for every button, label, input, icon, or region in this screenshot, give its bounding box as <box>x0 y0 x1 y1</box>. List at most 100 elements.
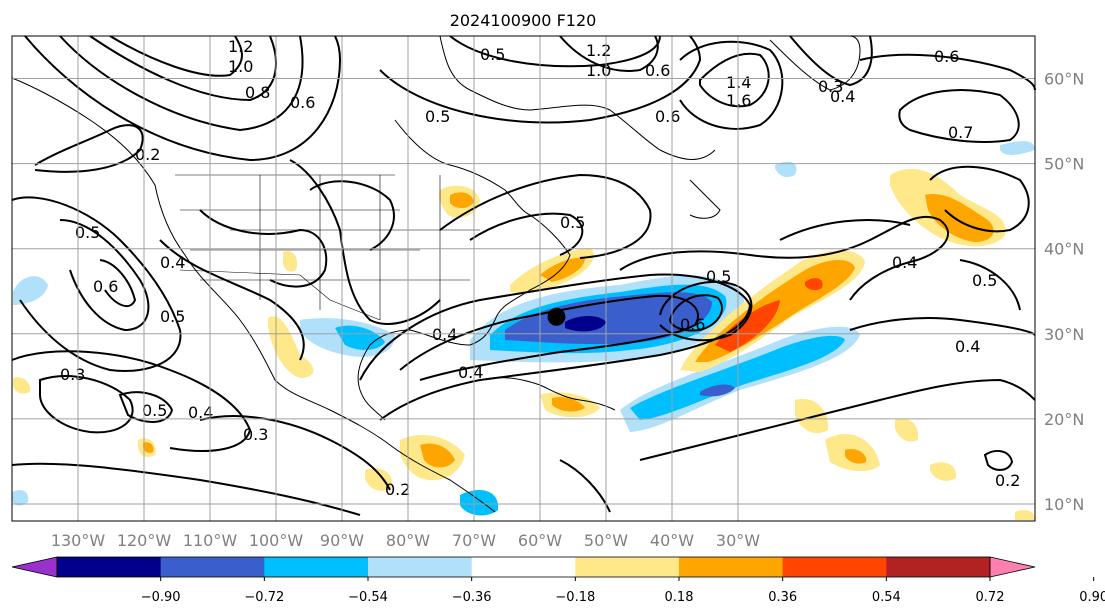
contour-label: 0.4 <box>458 363 483 382</box>
positive-anomaly-caribbean-core <box>552 397 585 412</box>
latitude-tick-label: 20°N <box>1044 410 1084 429</box>
contour-label: 0.3 <box>818 77 843 96</box>
contour-line <box>639 378 1036 461</box>
contour-line <box>469 212 584 256</box>
contour-label: 0.5 <box>480 45 505 64</box>
negative-anomaly-small <box>775 161 797 178</box>
contour-line <box>59 35 304 132</box>
colorbar-segment <box>57 557 162 577</box>
contour-label: 0.5 <box>560 213 585 232</box>
contour-line <box>118 391 174 423</box>
longitude-tick-label: 120°W <box>117 531 172 550</box>
contour-label: 0.5 <box>75 223 100 242</box>
contour-label: 0.3 <box>60 365 85 384</box>
colorbar-tick-label: −0.54 <box>348 590 388 605</box>
contour-label: 0.5 <box>425 107 450 126</box>
latitude-tick-label: 40°N <box>1044 240 1084 259</box>
contour-line <box>789 35 873 87</box>
contour-line <box>34 124 144 173</box>
contour-line <box>898 89 1020 143</box>
contour-line <box>109 35 243 77</box>
map-panel: 1.2 1.0 0.8 0.6 0.5 0.2 0.5 0.4 0.6 0.5 … <box>11 35 1036 522</box>
colorbar-tick-label: 0.54 <box>872 590 901 605</box>
contour-label: 0.2 <box>135 145 160 164</box>
contour-label: 0.8 <box>245 83 270 102</box>
colorbar-segment <box>575 557 680 577</box>
colorbar-tick-label: −0.72 <box>244 590 284 605</box>
colorbar-segment <box>782 557 887 577</box>
positive-anomaly-strong-2 <box>805 278 823 291</box>
contour-line <box>659 280 753 342</box>
positive-anomaly-strong <box>715 300 780 352</box>
positive-anomaly-tropical-4 <box>930 462 957 481</box>
latitude-tick-label: 60°N <box>1044 70 1084 89</box>
latitude-tick-label: 50°N <box>1044 155 1084 174</box>
atlantic-gulf-coastline <box>357 119 571 421</box>
colorbar-extend-low <box>11 556 58 578</box>
contour-label: 1.2 <box>228 37 253 56</box>
negative-anomaly-max <box>565 316 606 332</box>
contour-line <box>679 40 784 130</box>
contour-line <box>309 180 395 251</box>
colorbar-tick-label: 0.72 <box>976 590 1005 605</box>
us-mexico-border <box>179 269 381 321</box>
contour-line <box>449 35 661 68</box>
colorbar-tick-label: −0.36 <box>452 590 492 605</box>
contour-label: 0.7 <box>948 123 973 142</box>
map-frame <box>11 35 1036 522</box>
colorbar-segment <box>264 557 369 577</box>
colorbar: −0.90 −0.72 −0.54 −0.36 −0.18 0.18 0.36 0.54 0.7… <box>11 556 1105 605</box>
longitude-tick-label: 70°W <box>452 531 496 550</box>
longitude-tick-label: 40°W <box>650 531 694 550</box>
longitude-tick-label: 80°W <box>386 531 430 550</box>
positive-anomaly-pacific-mx <box>365 468 393 491</box>
pacific-coastline <box>11 77 496 513</box>
contour-line <box>359 273 752 421</box>
negative-anomaly-atlantic-ne <box>1000 141 1035 155</box>
contour-line <box>11 350 252 452</box>
contour-line <box>779 219 911 241</box>
positive-anomaly-se-corner <box>1015 510 1035 520</box>
colorbar-tick-label: 0.36 <box>768 590 797 605</box>
contour-label: 1.2 <box>586 41 611 60</box>
contour-label: 0.2 <box>385 480 410 499</box>
contour-label: 0.6 <box>93 277 118 296</box>
contour-line <box>983 449 1014 471</box>
positive-anomaly-pacific-2 <box>13 377 31 394</box>
contour-line <box>929 165 1030 233</box>
contour-label: 0.2 <box>995 471 1020 490</box>
latitude-labels: 10°N 20°N 30°N 40°N 50°N 60°N <box>1044 70 1084 514</box>
latitude-tick-label: 30°N <box>1044 325 1084 344</box>
colorbar-frame <box>56 556 991 578</box>
contour-label: 0.5 <box>142 401 167 420</box>
colorbar-segment <box>679 557 784 577</box>
contour-label: 0.5 <box>706 267 731 286</box>
colorbar-segment <box>471 557 576 577</box>
hispaniola-outline <box>579 399 616 411</box>
negative-anomaly-gulf-core <box>335 325 385 350</box>
contour-line <box>39 375 134 434</box>
contour-label: 1.0 <box>586 61 611 80</box>
contour-line <box>619 215 950 301</box>
positive-anomaly-lakes-core <box>450 192 474 209</box>
contour-line <box>99 259 137 308</box>
state-boundaries <box>175 174 480 330</box>
contour-line <box>439 173 652 259</box>
contour-line <box>859 53 1036 91</box>
figure-title: 2024100900 F120 <box>450 11 597 30</box>
contour-labels: 1.2 1.0 0.8 0.6 0.5 0.2 0.5 0.4 0.6 0.5 … <box>60 37 1020 499</box>
colorbar-segment <box>160 557 265 577</box>
contour-label: 0.4 <box>160 253 185 272</box>
negative-anomaly-pacific <box>13 276 48 305</box>
contour-line <box>399 294 700 381</box>
positive-anomaly-tropical-core <box>845 449 867 464</box>
contour-label: 0.4 <box>188 403 213 422</box>
contour-line <box>199 209 328 288</box>
longitude-tick-label: 130°W <box>51 531 106 550</box>
contour-line <box>849 317 1036 336</box>
contour-lines <box>11 35 1036 516</box>
longitude-tick-label: 30°W <box>716 531 760 550</box>
longitude-tick-label: 90°W <box>320 531 364 550</box>
newfoundland-outline <box>689 179 721 219</box>
